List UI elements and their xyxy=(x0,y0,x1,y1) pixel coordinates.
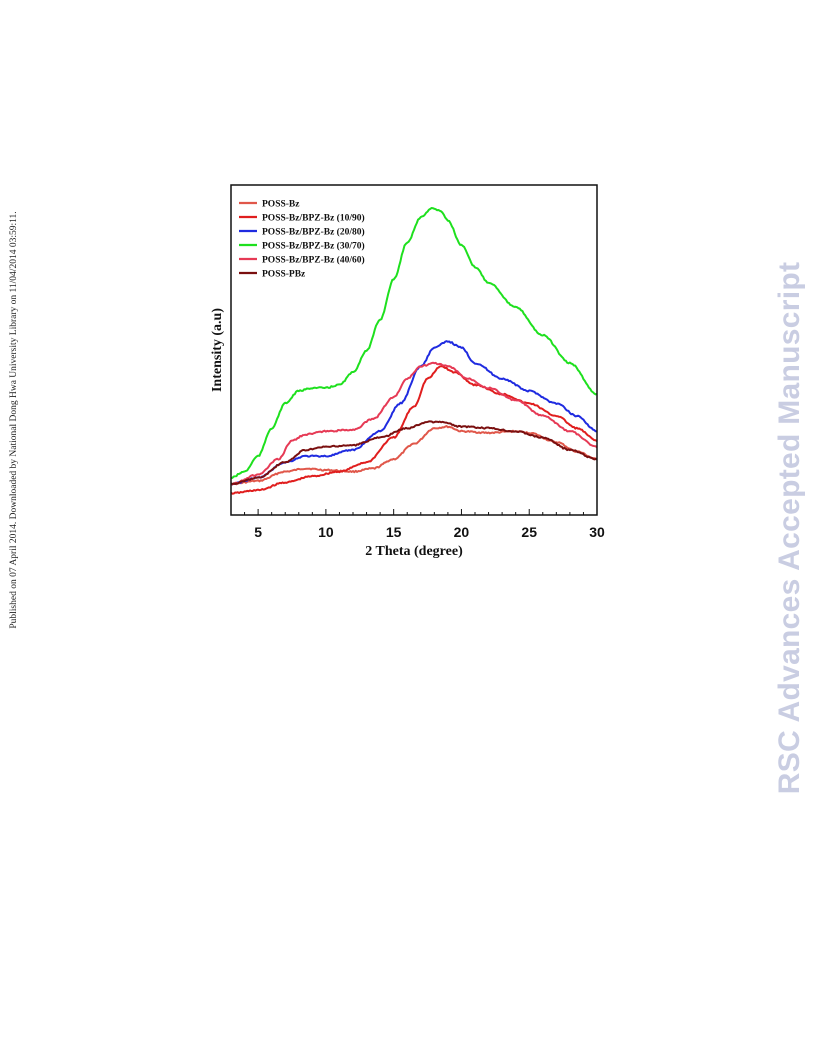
x-axis-ticks: 5 10 15 20 25 30 xyxy=(230,509,605,540)
x-tick-label: 5 xyxy=(254,524,262,540)
series-lines xyxy=(230,206,598,495)
series-line-5 xyxy=(230,420,598,485)
x-tick-label: 25 xyxy=(521,524,537,540)
legend-label: POSS-Bz/BPZ-Bz (10/90) xyxy=(262,213,365,224)
legend-label: POSS-Bz xyxy=(262,200,300,210)
series-line-1 xyxy=(230,365,598,495)
plot-frame xyxy=(230,184,598,516)
x-axis-label: 2 Theta (degree) xyxy=(365,544,463,559)
legend: POSS-Bz POSS-Bz/BPZ-Bz (10/90) POSS-Bz/BPZ… xyxy=(239,200,365,280)
x-tick-label: 15 xyxy=(386,524,402,540)
series-line-2 xyxy=(230,340,598,486)
x-tick-label: 20 xyxy=(454,524,470,540)
x-tick-label: 10 xyxy=(318,524,334,540)
series-line-3 xyxy=(230,206,598,479)
legend-label: POSS-Bz/BPZ-Bz (40/60) xyxy=(262,255,365,266)
x-tick-label: 30 xyxy=(589,524,605,540)
legend-label: POSS-PBz xyxy=(262,270,306,280)
y-axis-label: Intensity (a.u) xyxy=(210,308,225,392)
series-line-4 xyxy=(230,361,598,486)
legend-label: POSS-Bz/BPZ-Bz (30/70) xyxy=(262,241,365,252)
legend-label: POSS-Bz/BPZ-Bz (20/80) xyxy=(262,227,365,238)
series-line-0 xyxy=(230,425,598,486)
